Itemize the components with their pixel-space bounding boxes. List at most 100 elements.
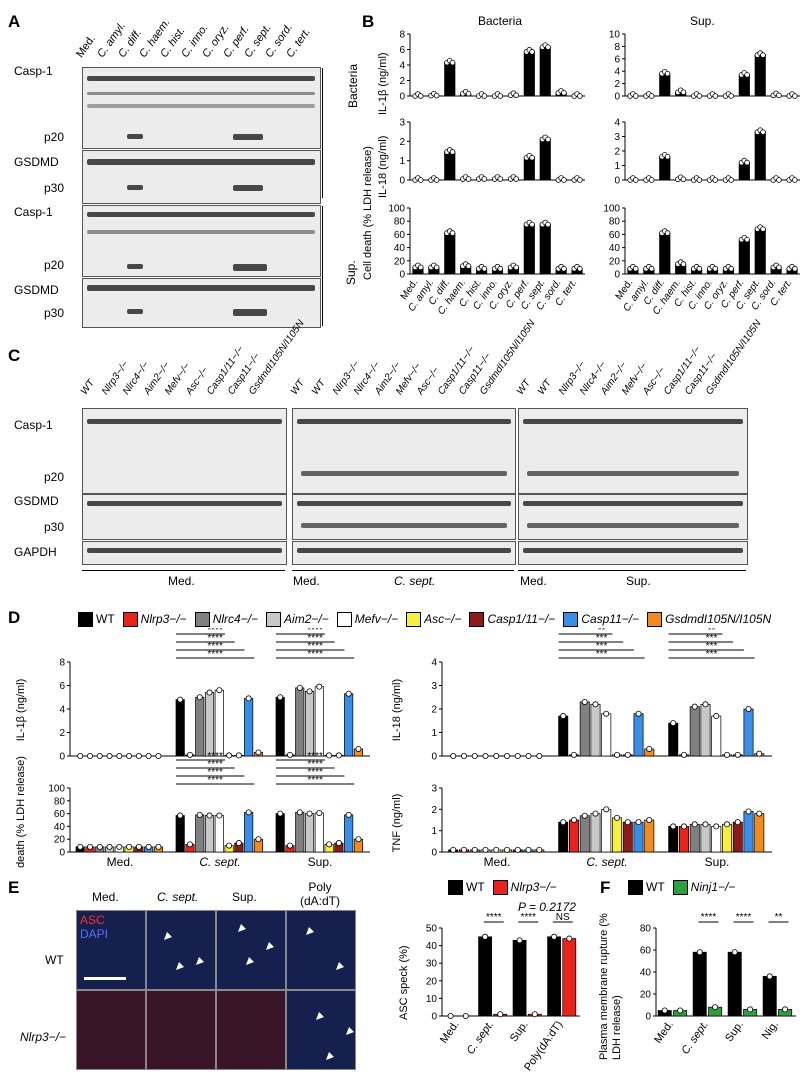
bar <box>491 268 504 274</box>
bar <box>722 823 732 853</box>
bar <box>590 703 601 757</box>
bar <box>612 817 622 853</box>
data-point <box>460 846 467 853</box>
data-point <box>516 937 523 944</box>
bar <box>633 713 644 757</box>
bar <box>738 162 750 180</box>
speck-arrow-icon <box>176 962 184 970</box>
sig-mark: *** <box>706 633 718 644</box>
data-point <box>566 935 573 942</box>
data-point <box>648 177 655 183</box>
speck-arrow-icon <box>316 1012 324 1020</box>
data-point <box>417 264 424 271</box>
sig-mark: **** <box>307 767 323 778</box>
c-line-2 <box>292 570 514 571</box>
x-tick-label: Med. <box>107 855 134 868</box>
bar <box>314 812 324 853</box>
bar <box>727 951 742 1017</box>
a-bracket-bacteria <box>322 68 323 198</box>
data-point <box>760 129 766 135</box>
data-point <box>603 710 610 717</box>
data-point <box>433 264 440 271</box>
data-point <box>462 1013 469 1020</box>
sig-mark: **** <box>207 751 223 762</box>
a-row-gsdmd-sup: GSDMD <box>14 283 59 297</box>
c-row-p20: p20 <box>44 470 65 484</box>
sig-mark: **** <box>307 775 323 786</box>
legend-swatch <box>122 612 138 628</box>
bar <box>175 815 185 853</box>
x-tick-label: Sup. <box>308 855 333 868</box>
data-point <box>745 808 752 815</box>
c-blot <box>82 541 287 565</box>
panel-a-blot-2 <box>82 150 321 204</box>
data-point <box>592 810 599 817</box>
bar <box>195 814 205 853</box>
y-tick-label: 1 <box>614 161 620 172</box>
c-group-med-2: Med. <box>293 574 320 588</box>
panel-a-blot-1 <box>82 67 321 149</box>
data-point <box>306 810 313 817</box>
y-tick-label: 100 <box>603 204 620 215</box>
data-point <box>177 812 184 819</box>
data-point <box>776 177 782 183</box>
data-point <box>696 93 703 99</box>
data-point <box>713 713 720 720</box>
c-blot <box>292 541 516 565</box>
legend-item: WT <box>628 880 665 896</box>
bar <box>214 689 224 757</box>
a-group-sup: Sup. <box>344 260 358 285</box>
sig-mark: ** <box>598 628 606 636</box>
data-point <box>449 59 456 66</box>
data-point <box>86 753 93 760</box>
a-row-p20: p20 <box>44 130 65 144</box>
data-point <box>433 92 440 99</box>
sig-mark: *** <box>596 641 608 652</box>
y-tick-label: 0 <box>431 1012 437 1023</box>
sig-mark: **** <box>207 775 223 786</box>
data-point <box>106 753 113 760</box>
bar <box>738 239 750 274</box>
data-point <box>345 690 352 697</box>
legend-swatch <box>266 612 282 628</box>
e-img-wt-med <box>76 910 146 990</box>
c-blot <box>518 494 748 540</box>
y-axis-label: TNF (ng/ml) <box>391 794 403 853</box>
bar <box>732 821 743 853</box>
data-point <box>560 819 567 826</box>
data-point <box>747 1006 754 1013</box>
data-point <box>513 92 519 99</box>
legend-swatch <box>194 612 210 628</box>
x-tick-label: Med. <box>438 1019 462 1046</box>
data-point <box>724 821 731 828</box>
bar <box>555 268 567 274</box>
sig-mark: **** <box>307 751 323 762</box>
bar <box>275 813 285 853</box>
data-point <box>465 263 472 269</box>
bar <box>711 715 722 757</box>
data-point <box>792 265 798 272</box>
sig-mark: **** <box>736 912 752 923</box>
bar <box>633 821 644 853</box>
data-point <box>245 809 252 816</box>
data-point <box>648 93 655 99</box>
x-tick-label: C. sept. <box>679 1019 711 1057</box>
panel-a-letter: A <box>8 12 21 31</box>
bar <box>659 73 671 96</box>
data-point <box>116 753 123 760</box>
legend-item: Ninj1−/− <box>672 880 735 896</box>
data-point <box>525 753 532 760</box>
data-point <box>581 812 588 819</box>
data-point <box>504 846 511 853</box>
legend-swatch <box>672 880 688 896</box>
speck-arrow-icon <box>266 942 274 950</box>
bar <box>754 132 766 180</box>
x-tick-label: Sup. <box>705 855 730 868</box>
a-bracket-sup <box>322 206 323 326</box>
y-tick-label: 3 <box>614 132 620 143</box>
e-row-nlrp3: Nlrp3−/− <box>20 1030 67 1044</box>
legend-swatch <box>647 612 663 628</box>
y-tick-label: 100 <box>48 784 65 795</box>
